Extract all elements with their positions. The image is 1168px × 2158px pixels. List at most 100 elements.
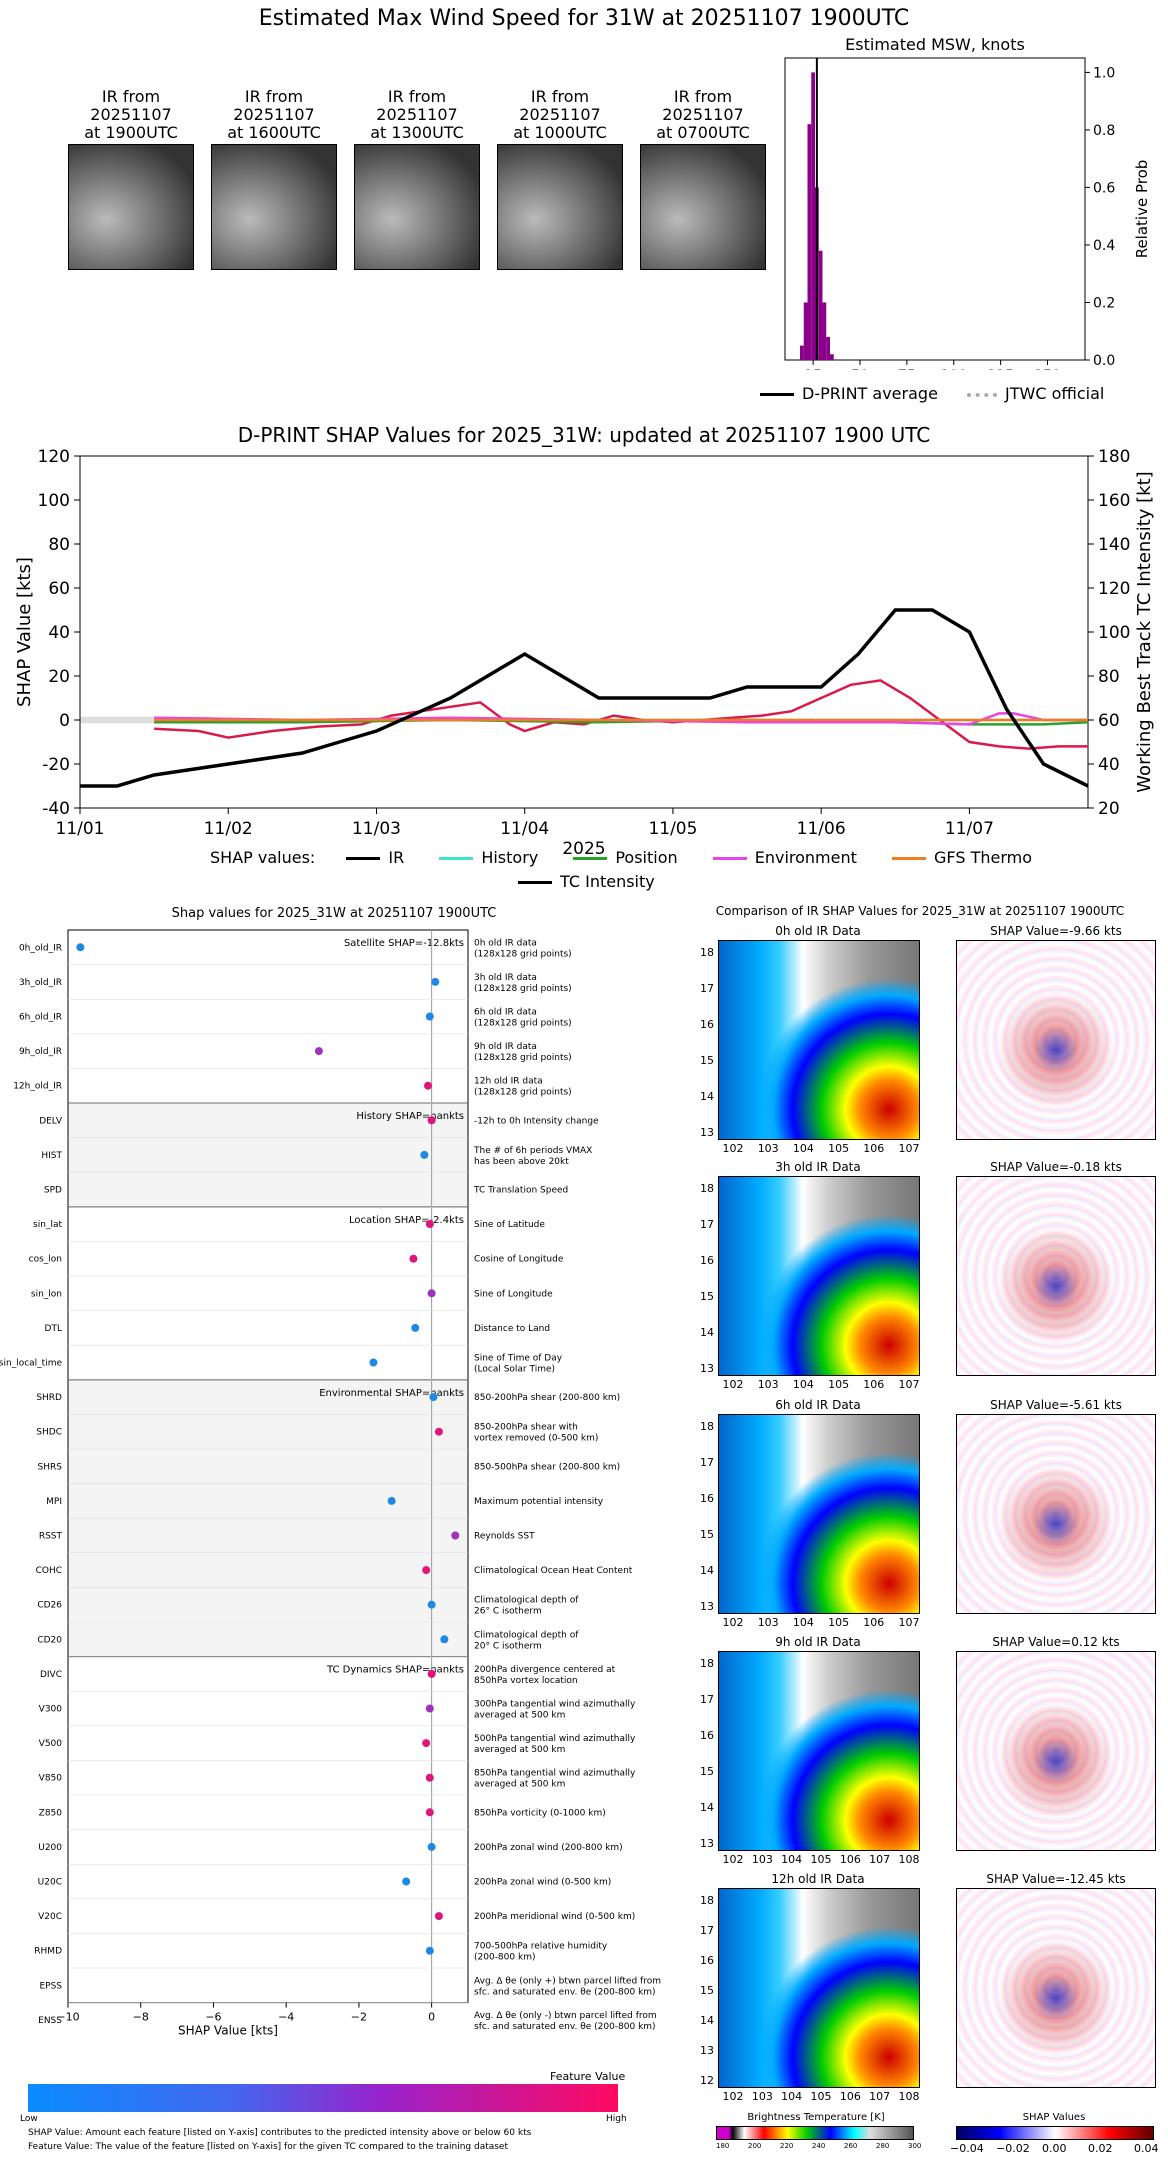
x-tick-label: 150 [1034,368,1061,370]
lon-tick-label: 105 [828,1142,850,1155]
lon-tick-label: 102 [722,2090,744,2103]
y-tick-label: -20 [42,755,70,775]
lon-tick-label: 106 [839,2090,861,2103]
y-right-axis-label: Working Best Track TC Intensity [kt] [1134,471,1155,792]
feature-desc: sfc. and saturated env. θe (200-800 km) [474,1987,656,1997]
y-tick-label: 0.6 [1093,180,1115,196]
feature-point [424,1081,432,1090]
colorbar-high: High [606,2114,627,2124]
top-legend: D-PRINT average JTWC official [760,384,1104,403]
feature-name: 0h_old_IR [19,943,62,953]
tc-legend-line [518,881,552,884]
feature-desc: Climatological Ocean Heat Content [474,1566,633,1576]
bt-tick-label: 300 [908,2142,922,2150]
shap-tick-label: −0.04 [950,2142,984,2155]
feature-desc: averaged at 500 km [474,1745,565,1755]
y-right-tick-label: 40 [1098,755,1120,775]
ir-caption-1: IR from [101,87,161,106]
lat-tick-label: 13 [700,1837,714,1850]
feature-point [425,1773,434,1782]
x-tick-label: 11/04 [500,819,549,839]
y-tick-label: 1.0 [1093,65,1115,81]
feature-desc: 700-500hPa relative humidity [474,1942,608,1952]
ir-caption-3: at 1000UTC [513,123,607,142]
zero-band [80,716,212,724]
feature-name: SHRD [36,1393,62,1403]
feature-name: DELV [39,1116,63,1126]
shap-tick-label: 0.04 [1134,2142,1159,2155]
x-tick-label: −2 [351,2011,367,2024]
feature-desc: (128x128 grid points) [474,1053,572,1063]
feature-point [314,1047,323,1056]
ir-image [211,144,337,270]
legend-title: SHAP values: [210,848,316,867]
lon-tick-label: 106 [863,1616,885,1629]
histogram-frame [784,57,1086,361]
footnote-1: SHAP Value: Amount each feature [listed … [28,2128,532,2138]
feature-desc: 200hPa meridional wind (0-500 km) [474,1912,635,1922]
feature-name: 6h_old_IR [19,1013,62,1023]
feature-point [427,1842,436,1851]
bt-tick-label: 240 [812,2142,826,2150]
ir-thumb: IR from 20251107 at 0700UTC [640,88,766,270]
feature-name: V300 [39,1705,63,1715]
feature-name: V850 [39,1774,63,1784]
feature-desc: 850hPa vorticity (0-1000 km) [474,1808,606,1818]
x-tick-label: 11/07 [945,819,994,839]
feature-point [425,1704,434,1713]
shap-panel-title: Shap values for 2025_31W at 20251107 190… [171,906,497,921]
y-tick-label: 0.2 [1093,295,1115,311]
x-tick-label: 11/02 [204,819,253,839]
y-right-tick-label: 180 [1098,447,1130,467]
feature-name: 12h_old_IR [13,1082,62,1092]
lon-tick-label: 102 [722,1616,744,1629]
histogram-title: Estimated MSW, knots [845,35,1025,54]
lat-tick-label: 17 [700,1924,714,1937]
dprint-legend-line [760,393,794,396]
tc-legend-label: TC Intensity [560,872,655,891]
feature-desc: sfc. and saturated env. θe (200-800 km) [474,2022,656,2032]
group-label: Environmental SHAP=nankts [319,1388,464,1399]
lat-tick-label: 14 [700,2014,714,2027]
shap-row-title: SHAP Value=-12.45 kts [986,1872,1126,1886]
feature-point [440,1635,449,1644]
y-tick-label: 100 [38,491,70,511]
ir-caption-3: at 1300UTC [370,123,464,142]
lat-tick-label: 13 [700,2044,714,2057]
x-tick-label: 100 [940,368,967,370]
lon-tick-label: 102 [722,1142,744,1155]
feature-point [427,1116,436,1125]
lon-tick-label: 103 [757,1142,779,1155]
feature-point [420,1150,429,1159]
ir-caption-3: at 1900UTC [84,123,178,142]
lat-tick-label: 17 [700,1456,714,1469]
jtwc-legend-label: JTWC official [1005,384,1105,403]
bt-colorbar [716,2126,914,2140]
feature-point [76,943,85,952]
feature-name: CD20 [37,1635,62,1645]
feature-point [425,1808,434,1817]
lon-tick-label: 103 [751,2090,773,2103]
lon-tick-label: 108 [898,2090,920,2103]
ir-image [497,144,623,270]
shap-row-title: SHAP Value=0.12 kts [992,1635,1120,1649]
lat-tick-label: 17 [700,1693,714,1706]
ir-map-image [718,1176,920,1376]
feature-name: DTL [45,1324,62,1334]
histogram-bar [818,250,823,360]
jtwc-legend-line [967,392,997,397]
ir-thumb: IR from 20251107 at 1900UTC [68,88,194,270]
feature-desc: Sine of Latitude [474,1220,545,1230]
shap-map-image [956,1651,1156,1851]
lon-tick-label: 107 [898,1142,920,1155]
feature-name: sin_local_time [0,1359,62,1369]
lat-tick-label: 15 [700,1054,714,1067]
lat-tick-label: 18 [700,946,714,959]
ir-image [354,144,480,270]
lon-tick-label: 106 [863,1378,885,1391]
feature-point [369,1358,378,1367]
lat-tick-label: 15 [700,1984,714,1997]
feature-name: SPD [44,1186,62,1196]
feature-desc: (Local Solar Time) [474,1365,555,1375]
lon-tick-label: 103 [751,1853,773,1866]
